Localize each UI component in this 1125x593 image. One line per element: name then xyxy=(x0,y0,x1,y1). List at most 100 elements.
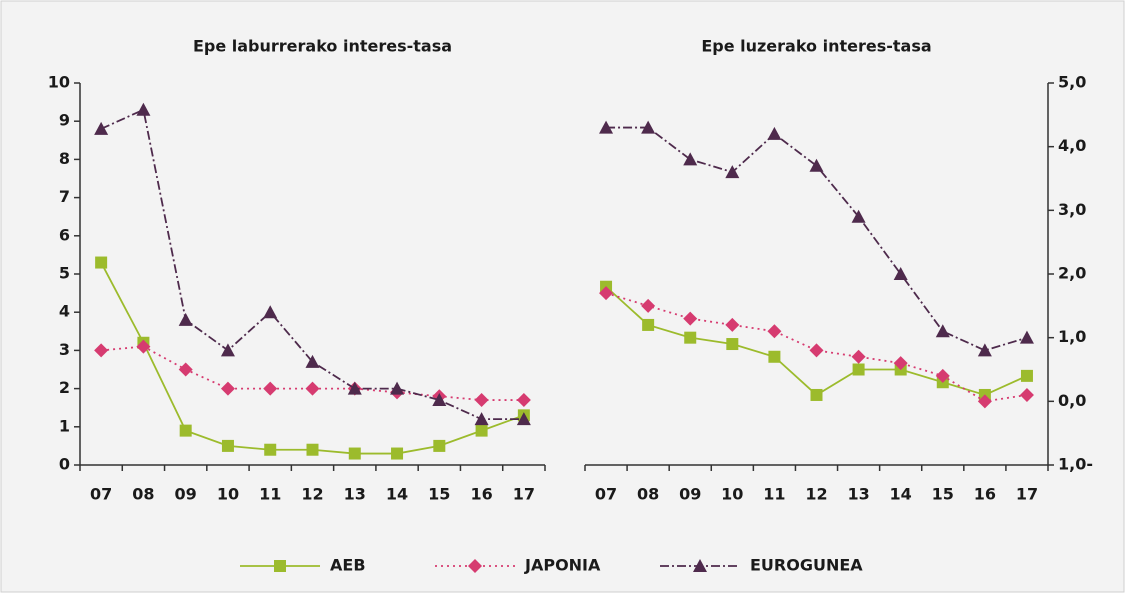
x-tick-label: 15 xyxy=(428,485,450,504)
marker xyxy=(305,381,320,396)
x-tick-label: 13 xyxy=(847,485,869,504)
x-tick-label: 14 xyxy=(890,485,912,504)
series-line xyxy=(100,108,524,421)
y-tick-label: 0,0 xyxy=(1058,391,1086,410)
marker xyxy=(220,343,235,357)
y-tick-label: 4,0 xyxy=(1058,136,1086,155)
marker xyxy=(725,317,740,332)
marker xyxy=(810,388,823,401)
x-tick-label: 11 xyxy=(259,485,281,504)
marker xyxy=(977,343,992,357)
marker xyxy=(599,286,614,301)
y-tick-label: 1 xyxy=(59,416,70,435)
chart-title: Epe luzerako interes-tasa xyxy=(701,37,931,56)
marker xyxy=(263,381,278,396)
x-tick-label: 17 xyxy=(1016,485,1038,504)
y-tick-label: 5 xyxy=(59,264,70,283)
x-tick-label: 07 xyxy=(90,485,112,504)
marker xyxy=(516,412,531,426)
marker xyxy=(684,331,697,344)
y-tick-label: 7 xyxy=(59,187,70,206)
x-tick-label: 08 xyxy=(132,485,154,504)
marker xyxy=(347,381,362,395)
marker xyxy=(977,394,992,409)
series-line xyxy=(605,292,1028,403)
marker xyxy=(94,121,109,135)
x-tick-label: 12 xyxy=(301,485,323,504)
y-tick-label: 1,0 xyxy=(1058,327,1086,346)
marker xyxy=(468,559,482,573)
marker xyxy=(136,339,151,354)
marker xyxy=(851,209,866,223)
marker xyxy=(391,447,404,460)
y-tick-label: 9 xyxy=(59,111,70,130)
series-line xyxy=(606,126,1028,352)
marker xyxy=(935,324,950,338)
marker xyxy=(641,298,656,313)
y-tick-label: 5,0 xyxy=(1058,73,1086,92)
x-tick-label: 13 xyxy=(344,485,366,504)
marker xyxy=(516,393,531,408)
x-tick-label: 11 xyxy=(763,485,785,504)
marker xyxy=(767,126,782,140)
marker xyxy=(809,343,824,358)
marker xyxy=(1019,330,1034,344)
marker xyxy=(767,324,782,339)
marker xyxy=(263,305,278,319)
y-tick-label: 8 xyxy=(59,149,70,168)
marker xyxy=(474,393,489,408)
marker xyxy=(390,381,405,395)
marker xyxy=(178,312,193,326)
marker xyxy=(683,311,698,326)
x-tick-label: 14 xyxy=(386,485,408,504)
y-tick-label: 6 xyxy=(59,225,70,244)
marker xyxy=(274,560,286,572)
y-tick-label: 3,0 xyxy=(1058,200,1086,219)
marker xyxy=(179,424,192,437)
marker xyxy=(305,354,320,368)
y-tick-label: 4 xyxy=(59,302,70,321)
marker xyxy=(221,439,234,452)
x-tick-label: 16 xyxy=(974,485,996,504)
marker xyxy=(474,412,489,426)
marker xyxy=(433,439,446,452)
chart-title: Epe laburrerako interes-tasa xyxy=(193,37,452,56)
x-tick-label: 09 xyxy=(679,485,701,504)
y-tick-label: 0 xyxy=(59,455,70,474)
x-tick-label: 10 xyxy=(721,485,743,504)
marker xyxy=(726,338,739,351)
marker xyxy=(599,120,614,134)
marker xyxy=(935,368,950,383)
marker xyxy=(136,102,151,116)
x-tick-label: 16 xyxy=(470,485,492,504)
x-tick-label: 15 xyxy=(932,485,954,504)
x-tick-label: 10 xyxy=(217,485,239,504)
legend-label: JAPONIA xyxy=(524,556,601,575)
x-tick-label: 12 xyxy=(805,485,827,504)
marker xyxy=(475,424,488,437)
x-tick-label: 08 xyxy=(637,485,659,504)
marker xyxy=(95,256,108,269)
marker xyxy=(1019,387,1034,402)
marker xyxy=(893,356,908,371)
legend-label: EUROGUNEA xyxy=(750,556,863,575)
y-tick-label: 3 xyxy=(59,340,70,359)
y-tick-label: 2,0 xyxy=(1058,264,1086,283)
x-tick-label: 17 xyxy=(513,485,535,504)
y-tick-label: 1,0- xyxy=(1058,455,1093,474)
y-tick-label: 10 xyxy=(48,73,70,92)
marker xyxy=(852,363,865,376)
marker xyxy=(94,343,109,358)
marker xyxy=(768,350,781,363)
marker xyxy=(178,362,193,377)
marker xyxy=(264,443,277,456)
marker xyxy=(306,443,319,456)
marker xyxy=(809,158,824,172)
marker xyxy=(348,447,361,460)
marker xyxy=(851,349,866,364)
marker xyxy=(220,381,235,396)
marker xyxy=(1020,369,1033,382)
y-tick-label: 2 xyxy=(59,378,70,397)
